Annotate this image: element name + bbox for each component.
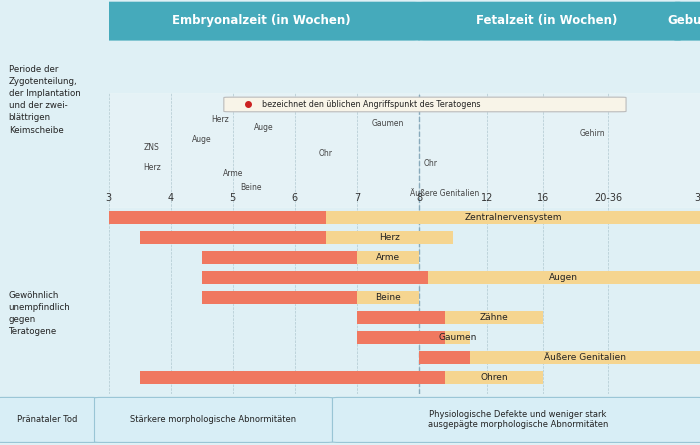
Bar xyxy=(326,231,453,244)
Bar xyxy=(357,251,419,263)
Bar xyxy=(139,231,326,244)
Text: bezeichnet den üblichen Angriffspunkt des Teratogens: bezeichnet den üblichen Angriffspunkt de… xyxy=(262,100,481,109)
Text: 6: 6 xyxy=(292,193,298,202)
Text: 4: 4 xyxy=(167,193,174,202)
Text: Äußere Genitalien: Äußere Genitalien xyxy=(544,353,626,362)
Text: Herz: Herz xyxy=(143,163,161,172)
Text: Arme: Arme xyxy=(376,253,400,262)
Text: Auge: Auge xyxy=(192,135,211,144)
FancyBboxPatch shape xyxy=(0,397,98,442)
Text: Auge: Auge xyxy=(254,123,274,132)
Bar xyxy=(357,312,444,324)
FancyBboxPatch shape xyxy=(332,397,700,442)
Text: Gaumen: Gaumen xyxy=(372,119,404,128)
Text: Zentralnervensystem: Zentralnervensystem xyxy=(464,213,561,222)
Text: Beine: Beine xyxy=(375,293,401,302)
FancyBboxPatch shape xyxy=(224,97,626,112)
FancyBboxPatch shape xyxy=(418,2,681,40)
Text: Periode der
Zygotenteilung,
der Implantation
und der zwei-
blättrigen
Keimscheib: Periode der Zygotenteilung, der Implanta… xyxy=(8,65,81,135)
Text: Ohr: Ohr xyxy=(424,159,438,168)
Text: 5: 5 xyxy=(230,193,236,202)
Text: Ohren: Ohren xyxy=(480,373,508,382)
Text: Äußere Genitalien: Äußere Genitalien xyxy=(410,189,480,198)
Bar xyxy=(108,211,326,223)
Bar xyxy=(444,312,543,324)
Text: 16: 16 xyxy=(537,193,550,202)
FancyBboxPatch shape xyxy=(94,397,332,442)
Text: Zähne: Zähne xyxy=(480,313,508,322)
Bar xyxy=(357,332,444,344)
Text: Gaumen: Gaumen xyxy=(438,333,477,342)
Text: 3: 3 xyxy=(106,193,111,202)
Bar xyxy=(202,251,357,263)
Text: Physiologische Defekte und weniger stark
ausgepägte morphologische Abnormitäten: Physiologische Defekte und weniger stark… xyxy=(428,410,608,429)
Bar xyxy=(428,271,700,284)
Text: Gewöhnlich
unempfindlich
gegen
Teratogene: Gewöhnlich unempfindlich gegen Teratogen… xyxy=(8,291,71,336)
Text: 38: 38 xyxy=(694,193,700,202)
Text: Fetalzeit (in Wochen): Fetalzeit (in Wochen) xyxy=(477,14,618,27)
Text: Ohr: Ohr xyxy=(319,149,333,158)
Text: Embryonalzeit (in Wochen): Embryonalzeit (in Wochen) xyxy=(172,14,351,27)
Text: Gehirn: Gehirn xyxy=(579,129,605,138)
Text: Herz: Herz xyxy=(379,233,400,242)
Text: Arme: Arme xyxy=(223,169,243,178)
Bar xyxy=(108,93,700,206)
FancyBboxPatch shape xyxy=(103,2,420,40)
FancyBboxPatch shape xyxy=(674,2,700,40)
Bar xyxy=(357,291,419,304)
Text: Pränataler Tod: Pränataler Tod xyxy=(17,415,78,424)
Text: 20-36: 20-36 xyxy=(594,193,622,202)
Text: Geburt: Geburt xyxy=(667,14,700,27)
Bar xyxy=(202,271,428,284)
Bar xyxy=(326,211,700,223)
Text: Augen: Augen xyxy=(550,273,578,282)
Text: 8: 8 xyxy=(416,193,422,202)
Text: Herz: Herz xyxy=(211,115,229,124)
Text: 12: 12 xyxy=(481,193,493,202)
Bar xyxy=(470,352,700,364)
Bar xyxy=(202,291,357,304)
Bar xyxy=(444,372,543,384)
Bar xyxy=(419,352,470,364)
Text: Stärkere morphologische Abnormitäten: Stärkere morphologische Abnormitäten xyxy=(130,415,297,424)
Text: ZNS: ZNS xyxy=(144,143,160,152)
Text: Beine: Beine xyxy=(241,183,262,192)
Bar xyxy=(444,332,470,344)
Bar xyxy=(139,372,444,384)
Text: 7: 7 xyxy=(354,193,360,202)
